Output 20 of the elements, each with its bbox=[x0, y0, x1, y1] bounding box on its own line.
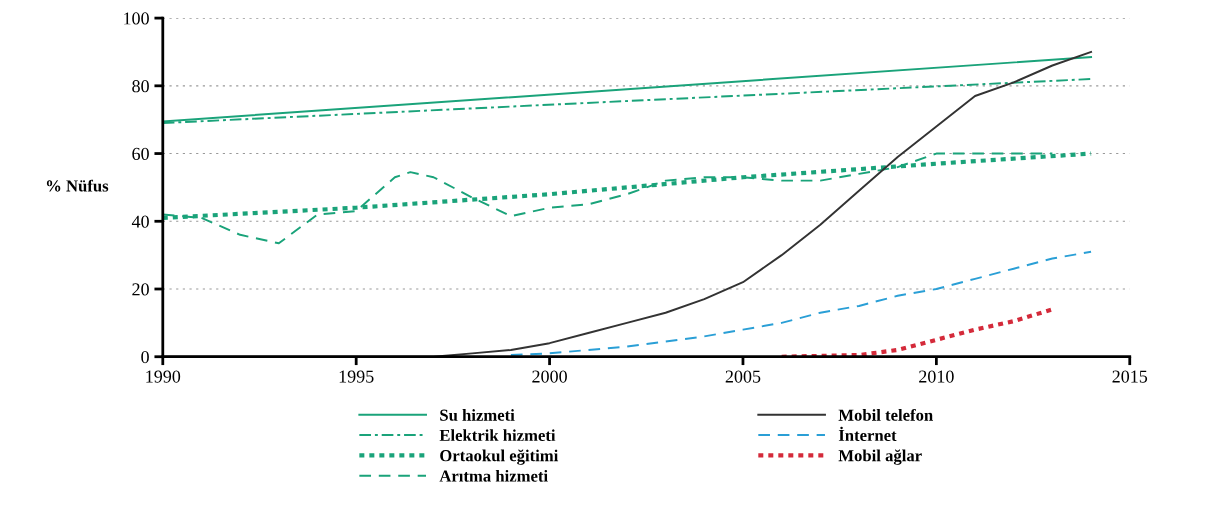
legend-label: Su hizmeti bbox=[440, 409, 515, 421]
y-tick-label: 60 bbox=[132, 147, 149, 160]
legend-label: Mobil telefon bbox=[838, 408, 933, 421]
legend-label: İnternet bbox=[838, 426, 897, 442]
x-tick-label: 2000 bbox=[532, 370, 567, 383]
y-tick-label: 0 bbox=[141, 350, 149, 364]
x-tick-label: 2015 bbox=[1112, 370, 1148, 383]
y-axis-title: % Nüfus bbox=[46, 179, 109, 192]
y-tick-label: 80 bbox=[132, 80, 149, 93]
x-tick-label: 1995 bbox=[339, 370, 374, 383]
legend-label: Ortaokul eğitimi bbox=[440, 449, 559, 465]
x-tick-label: 2010 bbox=[919, 370, 954, 383]
y-tick-label: 20 bbox=[132, 283, 149, 296]
legend-label: Elektrik hizmeti bbox=[439, 429, 556, 442]
y-tick-label: 40 bbox=[131, 215, 149, 228]
y-tick-label: 100 bbox=[124, 12, 149, 25]
legend-label: Mobil ağlar bbox=[838, 449, 922, 465]
x-tick-label: 2005 bbox=[725, 370, 761, 383]
x-tick-label: 1990 bbox=[146, 370, 181, 383]
legend-label: Arıtma hizmeti bbox=[439, 469, 548, 482]
